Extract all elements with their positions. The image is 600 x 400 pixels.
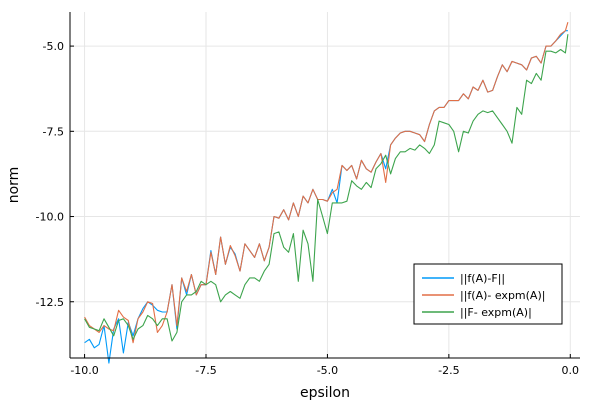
series-line-2 bbox=[84, 22, 569, 344]
x-tick-label: -5.0 bbox=[317, 364, 338, 377]
x-axis-title: epsilon bbox=[300, 385, 350, 400]
y-tick-label: -7.5 bbox=[43, 125, 64, 138]
y-tick-label: -12.5 bbox=[36, 296, 64, 309]
legend-label-3: ||F- expm(A)| bbox=[460, 306, 532, 319]
x-tick-label: -7.5 bbox=[195, 364, 216, 377]
x-tick-label: -10.0 bbox=[70, 364, 98, 377]
y-tick-label: -5.0 bbox=[43, 40, 64, 53]
tick-labels: -10.0 -7.5 -5.0 -2.5 0.0 -12.5 -10.0 -7.5 -5.0 bbox=[36, 40, 580, 377]
legend-box bbox=[413, 263, 563, 325]
legend-label-1: ||f(A)-F|| bbox=[460, 272, 505, 285]
legend-label-2: ||f(A)- expm(A)| bbox=[460, 289, 545, 302]
y-tick-label: -10.0 bbox=[36, 211, 64, 224]
legend: ||f(A)-F|| ||f(A)- expm(A)| ||F- expm(A)| bbox=[413, 263, 563, 325]
x-tick-label: -2.5 bbox=[438, 364, 459, 377]
y-axis-title: norm bbox=[6, 167, 22, 204]
x-tick-label: 0.0 bbox=[562, 364, 580, 377]
series-line-3 bbox=[84, 34, 569, 342]
axes bbox=[69, 12, 580, 359]
grid bbox=[70, 12, 580, 358]
series-group bbox=[84, 22, 569, 364]
